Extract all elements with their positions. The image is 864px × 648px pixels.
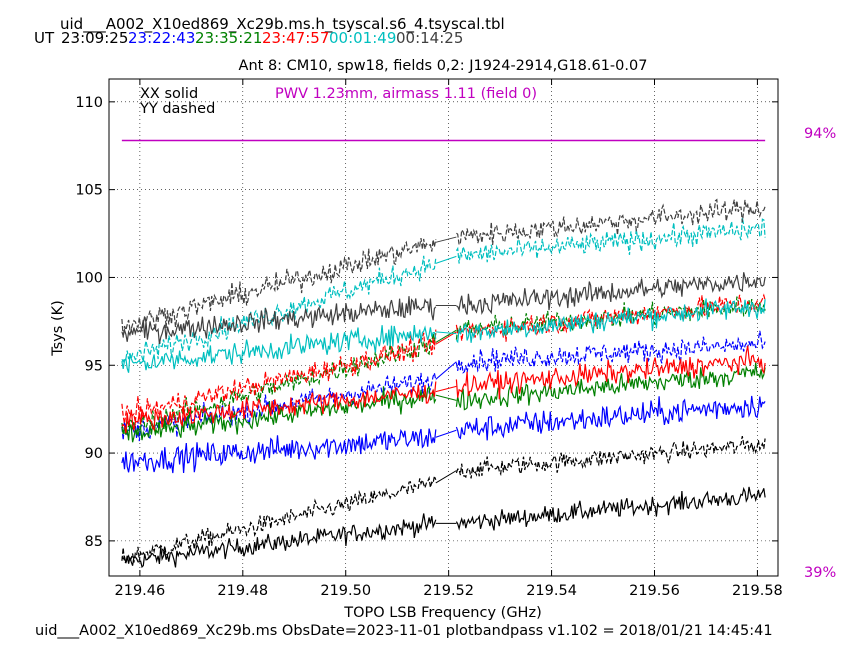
series-xx-4 (121, 385, 437, 443)
gap-connector (435, 385, 457, 393)
gap-connector (435, 429, 457, 438)
legend-yy: YY dashed (139, 101, 215, 117)
ut-label: UT (34, 29, 55, 47)
series-xx-0 (455, 486, 766, 531)
footer-text: uid___A002_X10ed869_Xc29b.ms ObsDate=202… (35, 623, 773, 639)
gap-connector (435, 394, 457, 401)
pwv-annotation: PWV 1.23mm, airmass 1.11 (field 0) (275, 86, 537, 102)
series-yy-11 (456, 198, 766, 247)
ut-times: 23:09:25 23:22:43 23:35:21 23:47:57 00:01:49… (61, 29, 463, 47)
gap-connector (435, 331, 457, 335)
ticks: 219.46 219.48 219.50 219.52 219.54 219.56 219.… (75, 79, 783, 599)
gap-connector (435, 331, 457, 345)
y-tick-label: 90 (85, 446, 103, 462)
y-tick-label: 95 (85, 358, 103, 374)
atm-transmission-low: 39% (804, 565, 836, 581)
gap-connector (435, 329, 457, 343)
y-tick-label: 100 (75, 270, 103, 286)
x-tick-label: 219.48 (217, 583, 268, 599)
series-xx-2 (121, 428, 437, 474)
y-axis-label: Tsys (K) (50, 300, 66, 357)
series-xx-8 (121, 325, 437, 373)
ut-time-2: 23:35:21 (195, 29, 262, 47)
gap-connector (435, 255, 457, 264)
ut-time-3: 23:47:57 (262, 29, 329, 47)
series-xx-10 (456, 272, 766, 315)
series-yy-5 (121, 332, 437, 436)
gap-connector (435, 361, 457, 380)
series-layer (121, 198, 766, 569)
x-tick-label: 219.58 (732, 583, 783, 599)
plot-frame (108, 78, 779, 577)
series-xx-0 (121, 513, 437, 569)
series-xx-2 (455, 395, 766, 441)
series-yy-1 (455, 435, 766, 479)
ut-time-1: 23:22:43 (128, 29, 195, 47)
y-tick-label: 105 (75, 183, 103, 199)
ut-time-0: 23:09:25 (61, 29, 128, 47)
table-filename: uid___A002_X10ed869_Xc29b.ms.h_tsyscal.s… (60, 15, 505, 34)
x-tick-label: 219.46 (115, 583, 166, 599)
series-xx-6 (121, 381, 437, 434)
series-xx-4 (455, 362, 766, 411)
gap-connector (435, 470, 457, 484)
series-yy-7 (121, 329, 437, 424)
x-tick-label: 219.50 (320, 583, 371, 599)
chart-title: Ant 8: CM10, spw18, fields 0,2: J1924-29… (239, 58, 648, 74)
series-xx-6 (455, 345, 766, 400)
series-yy-3 (455, 330, 766, 374)
ut-time-4: 00:01:49 (329, 29, 396, 47)
legend-xx: XX solid (140, 86, 198, 102)
series-yy-9 (121, 255, 437, 363)
series-yy-1 (121, 473, 437, 564)
ut-time-5: 00:14:25 (396, 29, 463, 47)
x-axis-label: TOPO LSB Frequency (GHz) (343, 605, 541, 621)
series-xx-10 (121, 296, 437, 345)
series-xx-8 (455, 298, 766, 344)
x-tick-label: 219.56 (629, 583, 680, 599)
gap-connector (435, 236, 457, 243)
atm-transmission-high: 94% (804, 126, 836, 142)
y-tick-label: 110 (75, 95, 103, 111)
x-tick-label: 219.54 (526, 583, 577, 599)
y-tick-label: 85 (85, 534, 103, 550)
x-tick-label: 219.52 (423, 583, 474, 599)
series-yy-9 (455, 217, 766, 264)
